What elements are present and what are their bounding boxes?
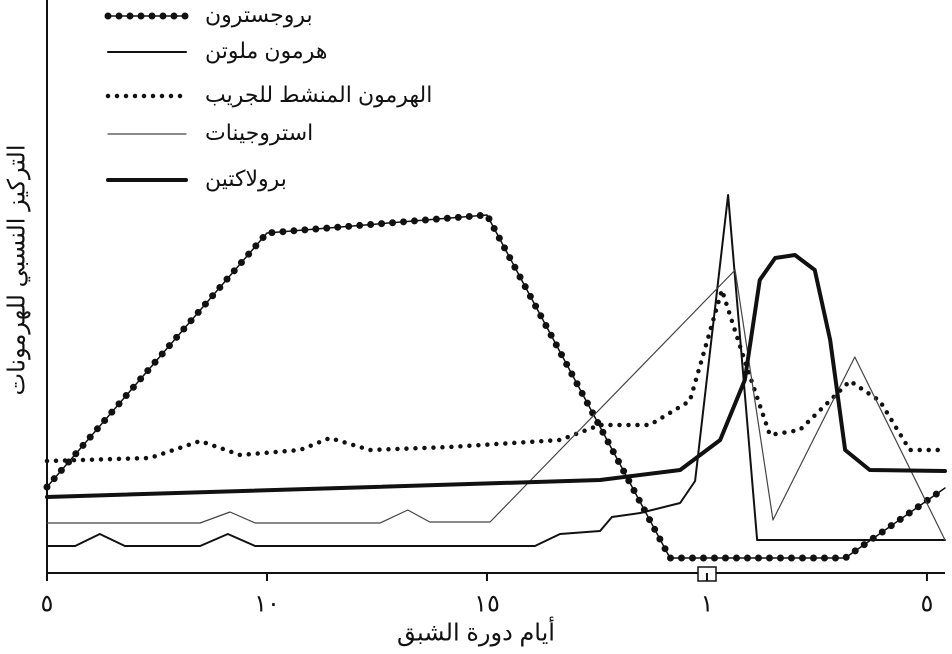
x-tick-label: ١٥ [474,590,500,617]
x-tick-label: ٥ [41,590,54,617]
x-tick-label: ٥ [921,590,934,617]
series-line [44,287,948,464]
legend-label: الهرمون المنشط للجريب [205,82,432,107]
x-tick-label: ١٠ [254,590,280,617]
x-tick-label: ١ [701,590,714,617]
legend-label: برولاكتين [205,166,287,191]
series-line [46,269,946,541]
y-axis-label: التركيز النسبي للهرمونات [3,145,30,396]
x-axis-label: أيام دورة الشبق [397,616,555,646]
series-markers [43,211,949,562]
legend-label: بروجسترون [205,2,313,27]
series-line [46,194,946,547]
legend-label: استروجينات [205,120,313,145]
series-line [45,253,947,499]
legend-label: هرمون ملوتن [205,38,327,63]
